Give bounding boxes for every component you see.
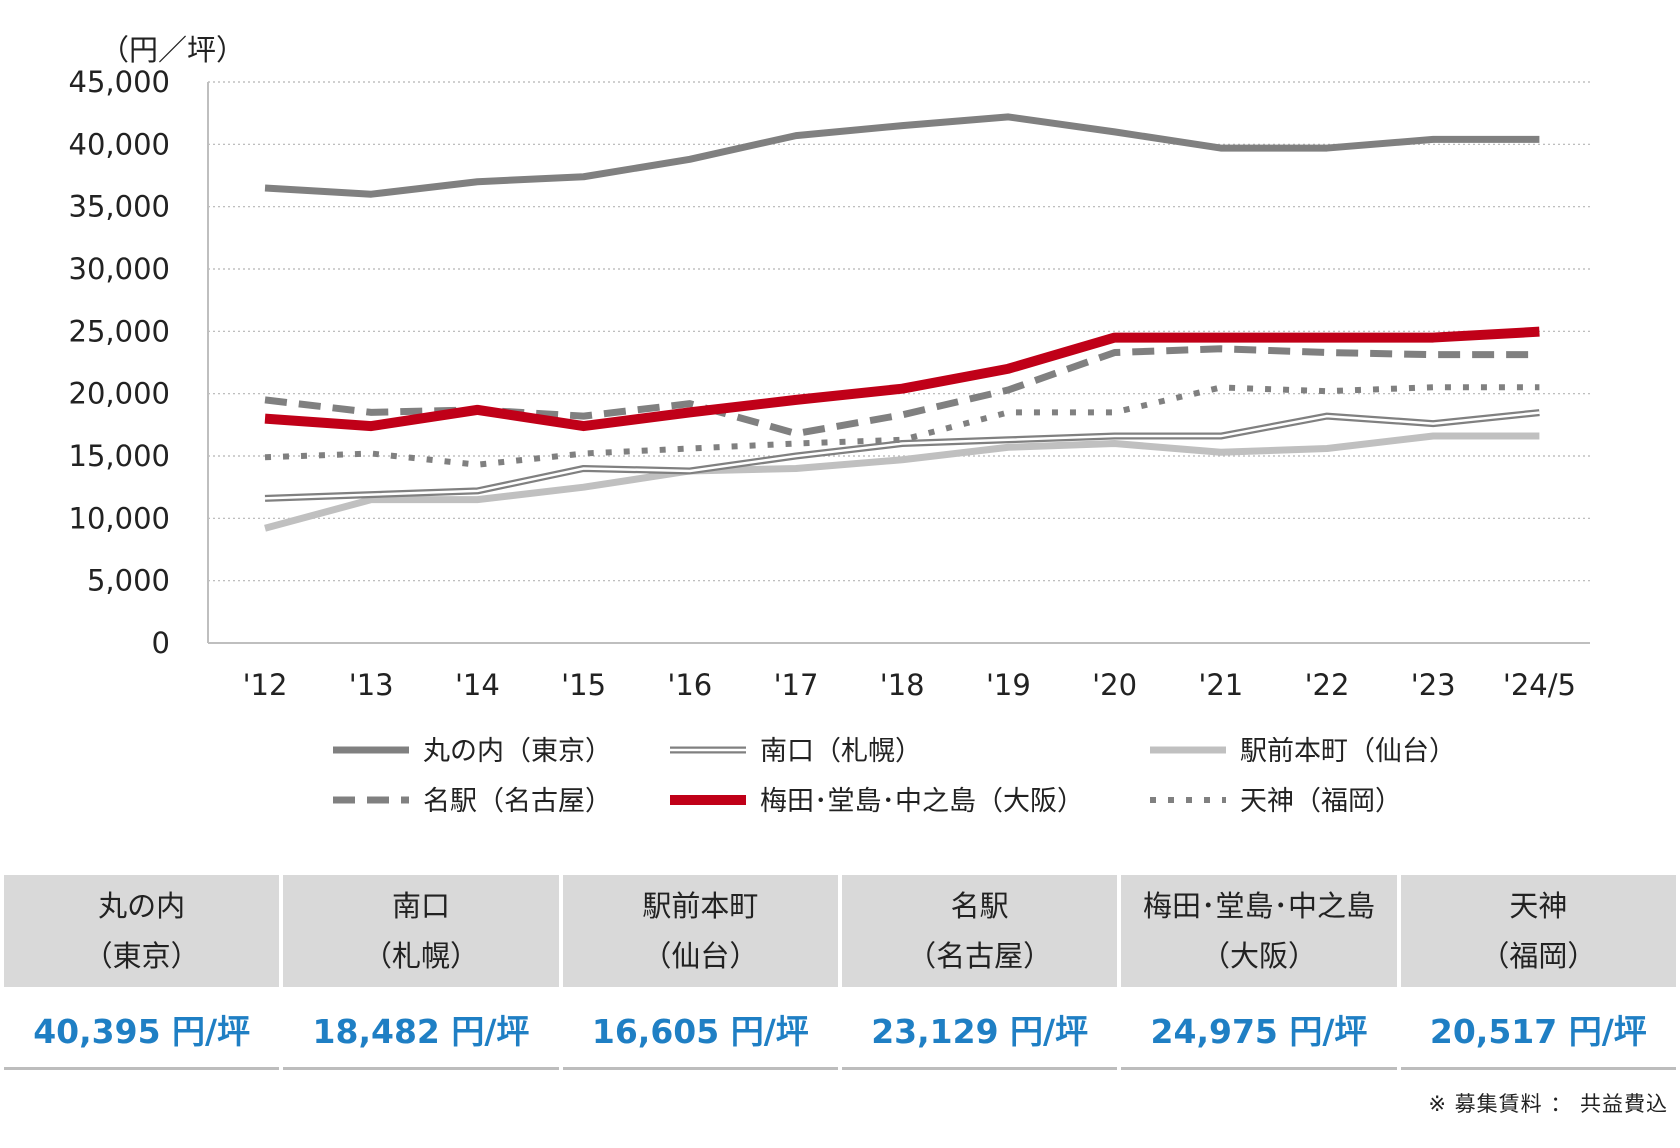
location-region: （大阪） — [1200, 939, 1317, 973]
location-name: 駅前本町 — [642, 889, 759, 923]
y-tick-label: 20,000 — [69, 377, 170, 411]
summary-value-cell: 18,482 円/坪 — [283, 987, 559, 1070]
footnote: ※ 募集賃料 ： 共益費込 — [1428, 1092, 1668, 1116]
summary-value-row: 40,395 円/坪 18,482 円/坪 16,605 円/坪 23,129 円/坪… — [4, 987, 1676, 1070]
x-tick-label: '12 — [243, 668, 288, 702]
x-tick-label: '19 — [986, 668, 1031, 702]
y-tick-label: 15,000 — [69, 439, 170, 473]
summary-header-cell: 丸の内 （東京） — [4, 875, 280, 987]
summary-header-cell: 南口 （札幌） — [283, 875, 559, 987]
location-name: 梅田･堂島･中之島 — [1142, 889, 1375, 923]
summary-table: 丸の内 （東京） 南口 （札幌） 駅前本町 （仙台） 名駅 （名古屋） 梅田･堂島･中之島 （大阪… — [0, 875, 1680, 1070]
x-tick-labels: '12 '13 '14 '15 '16 '17 '18 '19 '20 '21 '22 '23 '24/… — [243, 668, 1576, 702]
location-name: 南口 — [391, 889, 450, 923]
x-tick-label: '22 — [1305, 668, 1350, 702]
summary-header-cell: 天神 （福岡） — [1400, 875, 1676, 987]
x-tick-label: '24/5 — [1503, 668, 1576, 702]
y-tick-label: 0 — [152, 626, 170, 660]
x-tick-label: '17 — [774, 668, 819, 702]
x-tick-label: '13 — [349, 668, 394, 702]
x-tick-label: '18 — [880, 668, 925, 702]
series-line — [264, 411, 1540, 500]
summary-value-cell: 16,605 円/坪 — [562, 987, 838, 1070]
y-tick-label: 25,000 — [69, 314, 170, 348]
legend-label: 梅田･堂島･中之島（大阪） — [760, 786, 1084, 817]
location-region: （福岡） — [1480, 939, 1597, 973]
legend-label: 丸の内（東京） — [423, 736, 612, 767]
series-line — [264, 326, 1540, 432]
summary-value-cell: 20,517 円/坪 — [1400, 987, 1676, 1070]
summary-header-cell: 梅田･堂島･中之島 （大阪） — [1121, 875, 1397, 987]
location-region: （仙台） — [642, 939, 759, 973]
y-tick-label: 40,000 — [69, 127, 170, 161]
location-name: 天神 — [1509, 889, 1568, 923]
x-tick-label: '15 — [561, 668, 606, 702]
y-axis-unit-label: （円／坪） — [100, 33, 245, 67]
series-line — [264, 432, 1540, 532]
legend-label: 駅前本町（仙台） — [1240, 736, 1456, 767]
location-region: （札幌） — [362, 939, 479, 973]
x-tick-label: '14 — [455, 668, 500, 702]
series-lines — [264, 113, 1540, 532]
line-chart: （円／坪） 0 5,000 10,000 15,000 20,000 25,000 30,0… — [69, 33, 1590, 817]
legend: 丸の内（東京） 南口（札幌） 駅前本町（仙台） 名駅（名古屋） 梅田･堂島･中之島（大阪… — [333, 736, 1456, 817]
summary-header-cell: 名駅 （名古屋） — [841, 875, 1118, 987]
location-region: （東京） — [83, 939, 200, 973]
y-tick-label: 5,000 — [87, 564, 170, 598]
series-line — [264, 384, 1540, 468]
summary-header-row: 丸の内 （東京） 南口 （札幌） 駅前本町 （仙台） 名駅 （名古屋） 梅田･堂島･中之島 （大阪… — [4, 875, 1676, 987]
legend-label: 名駅（名古屋） — [423, 786, 612, 817]
y-tick-label: 45,000 — [69, 65, 170, 99]
x-tick-label: '23 — [1411, 668, 1456, 702]
summary-value-cell: 23,129 円/坪 — [841, 987, 1118, 1070]
location-name: 名駅 — [950, 889, 1009, 923]
summary-value-cell: 40,395 円/坪 — [4, 987, 280, 1070]
location-name: 丸の内 — [98, 889, 186, 923]
legend-label: 南口（札幌） — [760, 736, 922, 767]
y-tick-label: 10,000 — [69, 501, 170, 535]
y-tick-labels: 0 5,000 10,000 15,000 20,000 25,000 30,000 35,0… — [69, 65, 170, 660]
summary-header-cell: 駅前本町 （仙台） — [562, 875, 838, 987]
summary-value-cell: 24,975 円/坪 — [1121, 987, 1397, 1070]
grid-lines — [208, 81, 1590, 582]
x-tick-label: '21 — [1198, 668, 1243, 702]
location-region: （名古屋） — [907, 939, 1053, 973]
y-tick-label: 35,000 — [69, 190, 170, 224]
x-tick-label: '16 — [667, 668, 712, 702]
series-line — [264, 113, 1540, 198]
x-tick-label: '20 — [1092, 668, 1137, 702]
legend-label: 天神（福岡） — [1240, 786, 1402, 817]
y-tick-label: 30,000 — [69, 252, 170, 286]
